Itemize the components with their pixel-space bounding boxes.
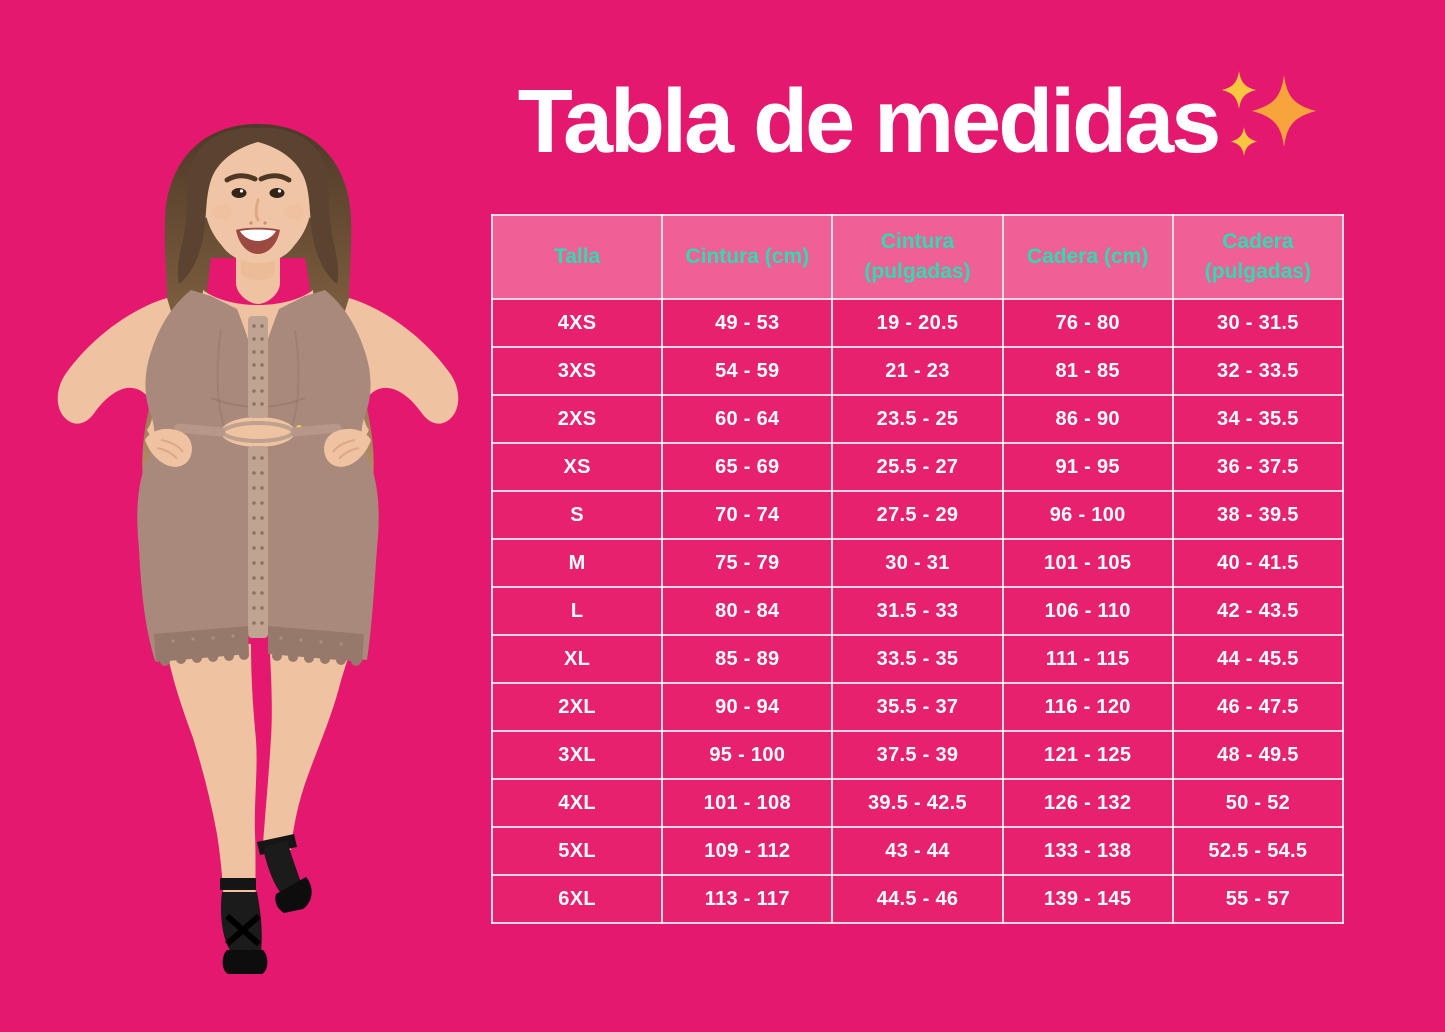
measurement-cell: 85 - 89 bbox=[661, 634, 834, 684]
measurement-cell: 91 - 95 bbox=[1001, 442, 1174, 492]
measurement-cell: 116 - 120 bbox=[1001, 682, 1174, 732]
measurement-cell: 109 - 112 bbox=[661, 826, 834, 876]
size-label-cell: 4XS bbox=[490, 298, 664, 348]
measurement-cell: 65 - 69 bbox=[661, 442, 834, 492]
measurement-cell: 96 - 100 bbox=[1001, 490, 1174, 540]
table-row: S 70 - 74 27.5 - 29 96 - 100 38 - 39.5 bbox=[490, 490, 1345, 540]
table-row: 2XL 90 - 94 35.5 - 37 116 - 120 46 - 47.5 bbox=[490, 682, 1345, 732]
measurement-cell: 31.5 - 33 bbox=[831, 586, 1004, 636]
measurement-cell: 126 - 132 bbox=[1001, 778, 1174, 828]
table-row: 4XL 101 - 108 39.5 - 42.5 126 - 132 50 - 52 bbox=[490, 778, 1345, 828]
title-row: Tabla de medidas bbox=[480, 62, 1360, 182]
size-label-cell: XS bbox=[490, 442, 664, 492]
measurement-cell: 95 - 100 bbox=[661, 730, 834, 780]
size-table-body: 4XS 49 - 53 19 - 20.5 76 - 80 30 - 31.5 3XS 54… bbox=[490, 298, 1345, 924]
measurement-cell: 101 - 105 bbox=[1001, 538, 1174, 588]
table-row: 2XS 60 - 64 23.5 - 25 86 - 90 34 - 35.5 bbox=[490, 394, 1345, 444]
size-label-cell: 2XL bbox=[490, 682, 664, 732]
header-row: Talla Cintura (cm) Cintura (pulgadas) Ca… bbox=[490, 214, 1345, 300]
measurement-cell: 75 - 79 bbox=[661, 538, 834, 588]
measurement-cell: 35.5 - 37 bbox=[831, 682, 1004, 732]
measurement-cell: 50 - 52 bbox=[1171, 778, 1345, 828]
size-label-cell: 5XL bbox=[490, 826, 664, 876]
model-illustration bbox=[57, 124, 459, 974]
size-table-header: Talla Cintura (cm) Cintura (pulgadas) Ca… bbox=[490, 214, 1345, 300]
measurement-cell: 21 - 23 bbox=[831, 346, 1004, 396]
measurement-cell: 37.5 - 39 bbox=[831, 730, 1004, 780]
table-row: M 75 - 79 30 - 31 101 - 105 40 - 41.5 bbox=[490, 538, 1345, 588]
size-label-cell: S bbox=[490, 490, 664, 540]
measurement-cell: 70 - 74 bbox=[661, 490, 834, 540]
table-row: 6XL 113 - 117 44.5 - 46 139 - 145 55 - 57 bbox=[490, 874, 1345, 924]
measurement-cell: 44.5 - 46 bbox=[831, 874, 1004, 924]
measurement-cell: 34 - 35.5 bbox=[1171, 394, 1345, 444]
measurement-cell: 54 - 59 bbox=[661, 346, 834, 396]
model-photo bbox=[15, 78, 475, 1028]
measurement-cell: 111 - 115 bbox=[1001, 634, 1174, 684]
measurement-cell: 48 - 49.5 bbox=[1171, 730, 1345, 780]
measurement-cell: 121 - 125 bbox=[1001, 730, 1174, 780]
table-row: L 80 - 84 31.5 - 33 106 - 110 42 - 43.5 bbox=[490, 586, 1345, 636]
measurement-cell: 101 - 108 bbox=[661, 778, 834, 828]
measurement-cell: 30 - 31 bbox=[831, 538, 1004, 588]
measurement-cell: 60 - 64 bbox=[661, 394, 834, 444]
measurement-cell: 52.5 - 54.5 bbox=[1171, 826, 1345, 876]
size-label-cell: L bbox=[490, 586, 664, 636]
measurement-cell: 133 - 138 bbox=[1001, 826, 1174, 876]
measurement-cell: 80 - 84 bbox=[661, 586, 834, 636]
size-label-cell: 3XS bbox=[490, 346, 664, 396]
column-header-cadera-pulgadas: Cadera (pulgadas) bbox=[1171, 214, 1345, 300]
size-label-cell: XL bbox=[490, 634, 664, 684]
table-row: 3XS 54 - 59 21 - 23 81 - 85 32 - 33.5 bbox=[490, 346, 1345, 396]
measurement-cell: 76 - 80 bbox=[1001, 298, 1174, 348]
measurement-cell: 30 - 31.5 bbox=[1171, 298, 1345, 348]
size-label-cell: 6XL bbox=[490, 874, 664, 924]
column-header-cintura-pulgadas: Cintura (pulgadas) bbox=[831, 214, 1004, 300]
measurement-cell: 106 - 110 bbox=[1001, 586, 1174, 636]
measurement-cell: 46 - 47.5 bbox=[1171, 682, 1345, 732]
measurement-cell: 23.5 - 25 bbox=[831, 394, 1004, 444]
measurement-cell: 19 - 20.5 bbox=[831, 298, 1004, 348]
measurement-cell: 90 - 94 bbox=[661, 682, 834, 732]
measurement-cell: 33.5 - 35 bbox=[831, 634, 1004, 684]
size-label-cell: 4XL bbox=[490, 778, 664, 828]
column-header-cadera-cm: Cadera (cm) bbox=[1001, 214, 1174, 300]
measurement-cell: 86 - 90 bbox=[1001, 394, 1174, 444]
column-header-cintura-cm: Cintura (cm) bbox=[661, 214, 834, 300]
measurement-cell: 42 - 43.5 bbox=[1171, 586, 1345, 636]
measurement-cell: 55 - 57 bbox=[1171, 874, 1345, 924]
size-table: Talla Cintura (cm) Cintura (pulgadas) Ca… bbox=[490, 214, 1345, 924]
sparkles-icon bbox=[1222, 71, 1317, 156]
measurement-cell: 27.5 - 29 bbox=[831, 490, 1004, 540]
table-row: 3XL 95 - 100 37.5 - 39 121 - 125 48 - 49.5 bbox=[490, 730, 1345, 780]
table-row: XS 65 - 69 25.5 - 27 91 - 95 36 - 37.5 bbox=[490, 442, 1345, 492]
measurement-cell: 38 - 39.5 bbox=[1171, 490, 1345, 540]
page-title: Tabla de medidas bbox=[517, 72, 1222, 172]
measurement-cell: 32 - 33.5 bbox=[1171, 346, 1345, 396]
measurement-cell: 44 - 45.5 bbox=[1171, 634, 1345, 684]
size-label-cell: M bbox=[490, 538, 664, 588]
measurement-cell: 39.5 - 42.5 bbox=[831, 778, 1004, 828]
table-row: XL 85 - 89 33.5 - 35 111 - 115 44 - 45.5 bbox=[490, 634, 1345, 684]
measurement-cell: 81 - 85 bbox=[1001, 346, 1174, 396]
column-header-talla: Talla bbox=[490, 214, 664, 300]
table-row: 4XS 49 - 53 19 - 20.5 76 - 80 30 - 31.5 bbox=[490, 298, 1345, 348]
measurement-cell: 43 - 44 bbox=[831, 826, 1004, 876]
size-label-cell: 2XS bbox=[490, 394, 664, 444]
size-label-cell: 3XL bbox=[490, 730, 664, 780]
measurement-cell: 49 - 53 bbox=[661, 298, 834, 348]
table-row: 5XL 109 - 112 43 - 44 133 - 138 52.5 - 54.5 bbox=[490, 826, 1345, 876]
measurement-cell: 36 - 37.5 bbox=[1171, 442, 1345, 492]
measurement-cell: 40 - 41.5 bbox=[1171, 538, 1345, 588]
measurement-cell: 139 - 145 bbox=[1001, 874, 1174, 924]
measurement-cell: 25.5 - 27 bbox=[831, 442, 1004, 492]
measurement-cell: 113 - 117 bbox=[661, 874, 834, 924]
